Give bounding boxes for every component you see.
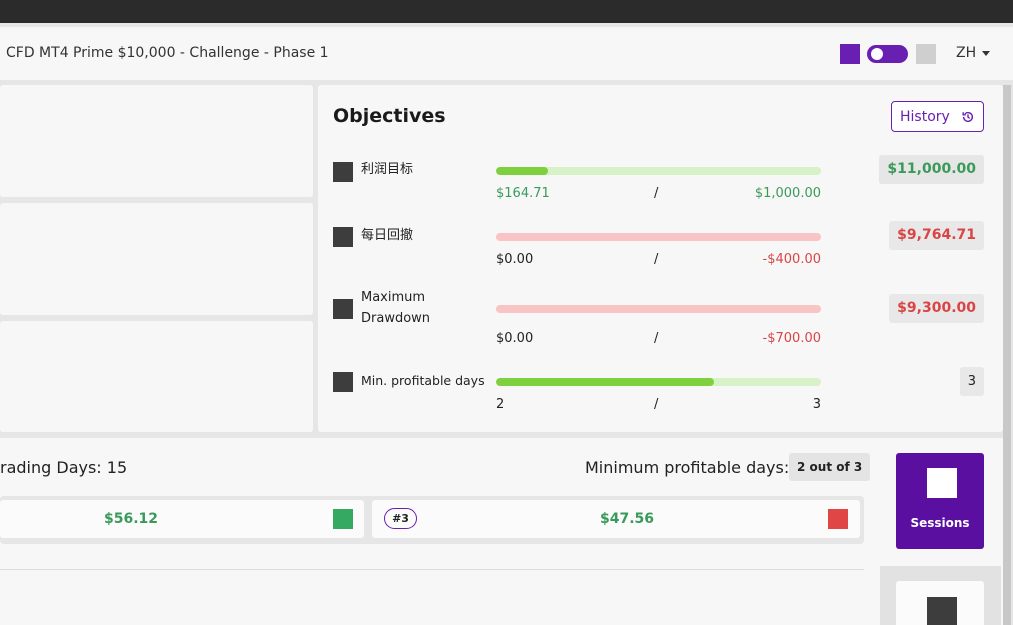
trading-days-value: 15 — [106, 458, 128, 477]
theme-toggle[interactable] — [867, 45, 908, 63]
status-square-icon — [828, 509, 848, 529]
value-separator: / — [654, 252, 659, 267]
value-separator: / — [654, 186, 659, 201]
sessions-button[interactable]: Sessions — [896, 453, 984, 549]
day-profit: $47.56 — [600, 511, 655, 527]
day-profit: $56.12 — [104, 511, 159, 527]
side-panel — [880, 566, 1001, 625]
target-value: $1,000.00 — [754, 186, 821, 201]
scrollbar[interactable] — [1003, 85, 1011, 625]
max-drawdown-progress — [496, 305, 821, 313]
language-label: ZH — [956, 45, 977, 61]
day-number-badge: #3 — [384, 508, 417, 529]
left-card-1 — [0, 85, 313, 197]
profit-target-progress — [496, 167, 821, 175]
history-label: History — [900, 108, 950, 125]
trading-day-card[interactable]: #3 $47.56 — [372, 500, 860, 538]
language-selector[interactable]: ZH — [956, 45, 991, 61]
objective-label: Min. profitable days — [361, 373, 485, 388]
profit-target-icon — [333, 162, 353, 182]
profitable-days-progress — [496, 378, 821, 386]
min-profitable-days-label: Minimum profitable days: — [585, 458, 790, 477]
light-color-swatch[interactable] — [916, 44, 936, 64]
trading-days-panel: rading Days: 15 Minimum profitable days:… — [0, 438, 1003, 625]
progress-fill — [496, 167, 548, 175]
target-value: 3 — [812, 397, 821, 412]
trading-days-label: rading Days: — [0, 458, 102, 477]
objectives-panel: Objectives History 利润目标 $164.71 / $1,000… — [318, 85, 1003, 432]
profitable-days-icon — [333, 372, 353, 392]
account-title: CFD MT4 Prime $10,000 - Challenge - Phas… — [6, 45, 329, 61]
current-value: $164.71 — [496, 186, 550, 201]
browser-top-strip — [0, 0, 1013, 23]
objective-badge: $9,764.71 — [889, 221, 984, 250]
chevron-down-icon — [982, 50, 991, 56]
objective-badge: $11,000.00 — [879, 155, 984, 184]
side-action-icon — [927, 597, 957, 625]
section-divider — [0, 569, 864, 570]
target-value: -$700.00 — [762, 331, 821, 346]
objective-label: 每日回撤 — [361, 228, 414, 243]
left-card-3 — [0, 321, 313, 432]
current-value: $0.00 — [496, 331, 534, 346]
theme-color-swatch[interactable] — [840, 44, 860, 64]
trading-day-card[interactable]: $56.12 — [0, 500, 364, 538]
trading-day-list: $56.12 #3 $47.56 — [0, 496, 864, 544]
value-separator: / — [654, 331, 659, 346]
objective-label: Maximum Drawdown — [361, 290, 431, 326]
daily-drawdown-progress — [496, 233, 821, 241]
objective-label: 利润目标 — [361, 162, 414, 177]
value-separator: / — [654, 397, 659, 412]
history-button[interactable]: History — [891, 101, 984, 132]
target-value: -$400.00 — [762, 252, 821, 267]
status-square-icon — [333, 509, 353, 529]
history-icon — [962, 111, 974, 122]
sessions-label: Sessions — [910, 516, 970, 530]
current-value: $0.00 — [496, 252, 534, 267]
max-drawdown-icon — [333, 299, 353, 319]
left-card-2 — [0, 203, 313, 315]
daily-drawdown-icon — [333, 227, 353, 247]
toggle-knob — [871, 48, 883, 60]
objective-badge: 3 — [959, 367, 984, 396]
trading-days-summary: rading Days: 15 — [0, 458, 127, 477]
side-action-button[interactable] — [896, 581, 984, 625]
objective-badge: $9,300.00 — [889, 294, 984, 323]
progress-fill — [496, 378, 714, 386]
objectives-title: Objectives — [333, 105, 446, 127]
account-header: CFD MT4 Prime $10,000 - Challenge - Phas… — [0, 27, 1013, 80]
min-profitable-days-badge: 2 out of 3 — [789, 453, 871, 481]
current-value: 2 — [496, 397, 505, 412]
sessions-icon — [927, 468, 957, 498]
